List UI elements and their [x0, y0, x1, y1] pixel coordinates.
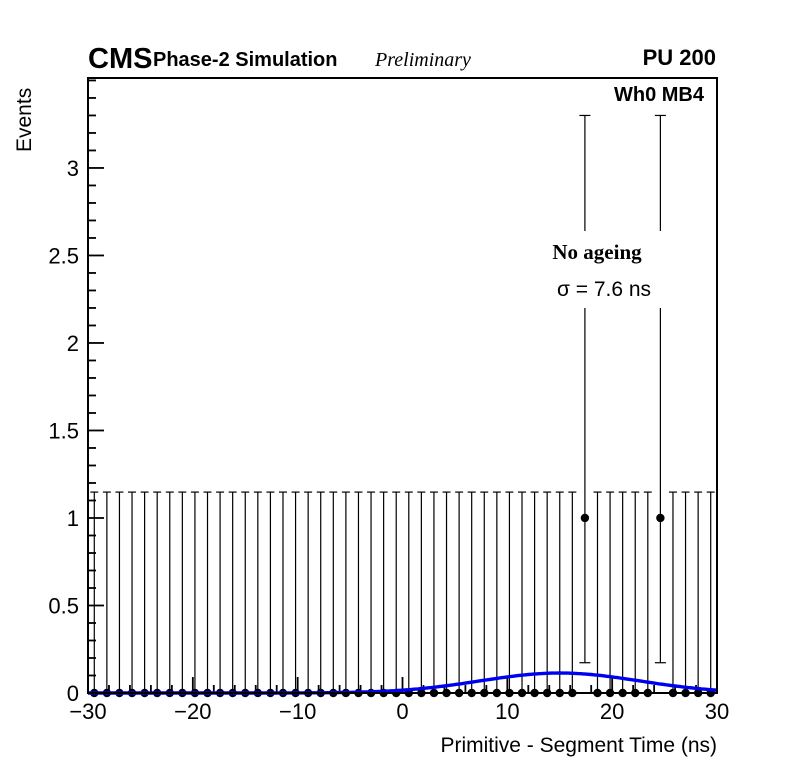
data-markers [90, 513, 715, 698]
cms-logo-label: CMS [88, 43, 152, 75]
y-tick-label: 0.5 [48, 593, 79, 618]
pileup-label: PU 200 [643, 45, 716, 70]
x-tick-label: −30 [69, 699, 106, 724]
y-tick-label: 1 [67, 506, 79, 531]
x-tick-label: −20 [174, 699, 211, 724]
y-tick-label: 0 [67, 681, 79, 706]
y-axis-title: Events [13, 88, 36, 152]
y-tick-label: 3 [67, 156, 79, 181]
y-tick-label: 1.5 [48, 418, 79, 443]
x-tick-label: 30 [705, 699, 729, 724]
one-count-marker [656, 513, 665, 523]
plot-frame [87, 77, 718, 694]
annotation-background [526, 231, 670, 308]
x-axis-title: Primitive - Segment Time (ns) [440, 734, 717, 757]
simulation-label: Phase-2 Simulation [153, 49, 338, 71]
x-tick-label: −10 [279, 699, 316, 724]
chamber-label: Wh0 MB4 [614, 84, 705, 106]
one-count-marker [580, 513, 590, 523]
y-tick-label: 2.5 [48, 243, 79, 268]
annotation-no-ageing: No ageing [552, 240, 642, 264]
y-tick-label: 2 [67, 331, 79, 356]
annotation-sigma-value: σ = 7.6 ns [557, 278, 651, 301]
x-tick-label: 20 [600, 699, 624, 724]
x-tick-label: 0 [396, 699, 408, 724]
preliminary-label: Preliminary [374, 49, 471, 71]
x-tick-label: 10 [495, 699, 519, 724]
error-bars [90, 114, 715, 693]
axis-tick-labels: −30 −20 −10 0 10 20 30 0 0.5 1 1.5 2 2.5 3 [48, 156, 729, 724]
